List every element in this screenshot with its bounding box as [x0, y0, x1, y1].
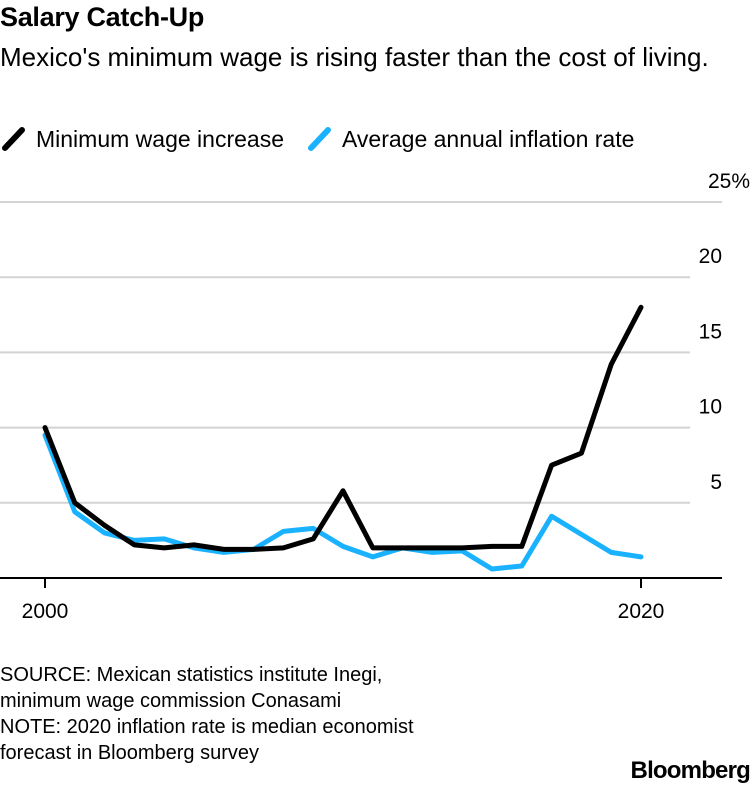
- y-tick-label: 5: [710, 471, 722, 494]
- y-tick-label: 25%: [708, 170, 750, 193]
- x-axis-ticks: 2000 2020: [22, 578, 665, 623]
- legend-swatch-blue-line-icon: [307, 127, 331, 151]
- bloomberg-logo: Bloomberg: [630, 757, 750, 784]
- x-tick-label: 2000: [22, 600, 69, 623]
- series-line-inflation: [42, 432, 644, 572]
- series-lines: [42, 304, 644, 572]
- y-tick-label: 15: [699, 320, 722, 343]
- x-tick-label: 2020: [618, 600, 665, 623]
- note-line: forecast in Bloomberg survey: [0, 742, 260, 764]
- footer-notes: SOURCE: Mexican statistics institute Ine…: [0, 662, 414, 766]
- source-line: minimum wage commission Conasami: [0, 690, 342, 712]
- legend-item-minimum-wage: Minimum wage increase: [0, 125, 284, 153]
- gridlines: [0, 201, 722, 579]
- legend-item-inflation: Average annual inflation rate: [306, 125, 634, 153]
- y-axis-ticks: 5 10 15 20 25%: [699, 170, 750, 494]
- y-tick-label: 20: [699, 245, 722, 268]
- note-line: NOTE: 2020 inflation rate is median econ…: [0, 716, 414, 738]
- legend-label: Minimum wage increase: [36, 125, 284, 152]
- series-line-minimum-wage: [42, 304, 644, 552]
- legend-label: Average annual inflation rate: [341, 125, 635, 152]
- y-tick-label: 10: [699, 396, 722, 419]
- legend: Minimum wage increase Average annual inf…: [0, 123, 656, 155]
- legend-swatch-black-line-icon: [2, 127, 25, 151]
- chart-subtitle: Mexico's minimum wage is rising faster t…: [0, 42, 709, 72]
- source-line: SOURCE: Mexican statistics institute Ine…: [0, 664, 383, 686]
- chart-title: Salary Catch-Up: [0, 2, 205, 32]
